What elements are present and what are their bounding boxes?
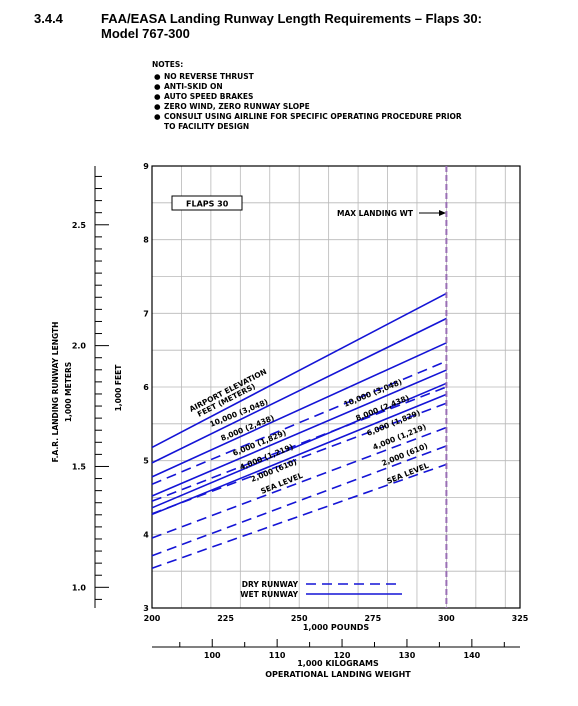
x-tick-label-pounds: 225 — [217, 614, 234, 623]
max-landing-label: MAX LANDING WT — [337, 209, 414, 218]
note-item: ● AUTO SPEED BRAKES — [152, 92, 462, 102]
wet-series-line-0 — [151, 292, 447, 449]
bullet-icon: ● — [154, 82, 161, 91]
bullet-icon: ● — [154, 102, 161, 111]
chart-series — [151, 166, 448, 608]
dry-series-line-5 — [151, 463, 447, 569]
x-tick-label-kilograms: 110 — [269, 651, 286, 660]
legend: DRY RUNWAY WET RUNWAY — [240, 580, 402, 599]
bullet-icon: ● — [154, 112, 161, 121]
note-item: ● ZERO WIND, ZERO RUNWAY SLOPE — [152, 102, 462, 112]
x-tick-label-pounds: 200 — [144, 614, 161, 623]
wet-series-line-5 — [151, 393, 447, 516]
note-item: ● ANTI-SKID ON — [152, 82, 462, 92]
note-text: ZERO WIND, ZERO RUNWAY SLOPE — [164, 102, 310, 111]
dry-series-line-4 — [151, 445, 447, 557]
chart-axes: 200 225 250 275 300 325 3 4 5 6 7 8 9 1.0 1.5 2.0 2.5 100… — [72, 162, 529, 660]
legend-dry-label: DRY RUNWAY — [242, 580, 299, 589]
section-number: 3.4.4 — [34, 11, 63, 26]
note-text: AUTO SPEED BRAKES — [164, 92, 254, 101]
note-text-continued: TO FACILITY DESIGN — [164, 122, 250, 131]
wet-series-line-4 — [151, 382, 447, 509]
y-tick-label-meters: 2.0 — [72, 342, 87, 351]
note-text: NO REVERSE THRUST — [164, 72, 254, 81]
y-tick-label-feet: 9 — [143, 162, 149, 171]
flaps-label: FLAPS 30 — [186, 200, 229, 209]
x-axis-weight-label: OPERATIONAL LANDING WEIGHT — [265, 670, 411, 679]
y-tick-label-feet: 8 — [143, 236, 149, 245]
y-tick-label-meters: 2.5 — [72, 221, 87, 230]
x-tick-label-pounds: 325 — [512, 614, 529, 623]
page-title: FAA/EASA Landing Runway Length Requireme… — [101, 11, 561, 41]
x-tick-label-pounds: 250 — [291, 614, 308, 623]
y-tick-label-feet: 7 — [143, 309, 149, 318]
dry-series-line-3 — [151, 426, 447, 539]
y-tick-label-feet: 3 — [143, 604, 149, 613]
y-tick-label-feet: 6 — [143, 383, 149, 392]
note-text: CONSULT USING AIRLINE FOR SPECIFIC OPERA… — [164, 112, 462, 121]
x-tick-label-kilograms: 120 — [334, 651, 351, 660]
x-tick-label-pounds: 300 — [438, 614, 455, 623]
dry-series-line-2 — [151, 402, 447, 515]
note-item: ● NO REVERSE THRUST — [152, 72, 462, 82]
x-axis-kilograms-label: 1,000 KILOGRAMS — [297, 659, 379, 668]
dry-series-line-0 — [151, 360, 447, 485]
y-tick-label-meters: 1.5 — [72, 462, 87, 471]
y-tick-label-meters: 1.0 — [72, 583, 87, 592]
wet-series-line-3 — [151, 369, 447, 497]
dry-series-line-1 — [151, 386, 447, 502]
chart-grid — [152, 166, 520, 608]
dry-label-sea-level: SEA LEVEL — [385, 461, 430, 486]
bullet-icon: ● — [154, 72, 161, 81]
x-tick-label-pounds: 275 — [364, 614, 381, 623]
arrow-head-icon — [439, 210, 446, 216]
y-tick-label-feet: 5 — [143, 457, 149, 466]
x-tick-label-kilograms: 140 — [464, 651, 481, 660]
notes-heading: NOTES: — [152, 60, 184, 69]
title-line-1: FAA/EASA Landing Runway Length Requireme… — [101, 11, 482, 26]
wet-series-line-2 — [151, 342, 447, 478]
bullet-icon: ● — [154, 92, 161, 101]
wet-series-line-1 — [151, 317, 447, 464]
y-axis-feet-label: 1,000 FEET — [114, 364, 123, 412]
x-axis-pounds-label: 1,000 POUNDS — [303, 623, 370, 632]
x-tick-label-kilograms: 130 — [399, 651, 416, 660]
note-item: ● CONSULT USING AIRLINE FOR SPECIFIC OPER… — [152, 112, 462, 132]
title-line-2: Model 767-300 — [101, 26, 190, 41]
y-tick-label-feet: 4 — [143, 530, 149, 539]
plot-frame — [151, 165, 521, 609]
x-tick-label-kilograms: 100 — [204, 651, 221, 660]
y-axis-runway-length-label: F.A.R. LANDING RUNWAY LENGTH — [51, 322, 60, 463]
y-axis-meters-label: 1,000 METERS — [64, 362, 73, 422]
legend-wet-label: WET RUNWAY — [240, 590, 298, 599]
note-text: ANTI-SKID ON — [164, 82, 223, 91]
notes-block: NOTES: ● NO REVERSE THRUST ● ANTI-SKID ON … — [152, 60, 462, 132]
flaps-box — [171, 195, 243, 211]
